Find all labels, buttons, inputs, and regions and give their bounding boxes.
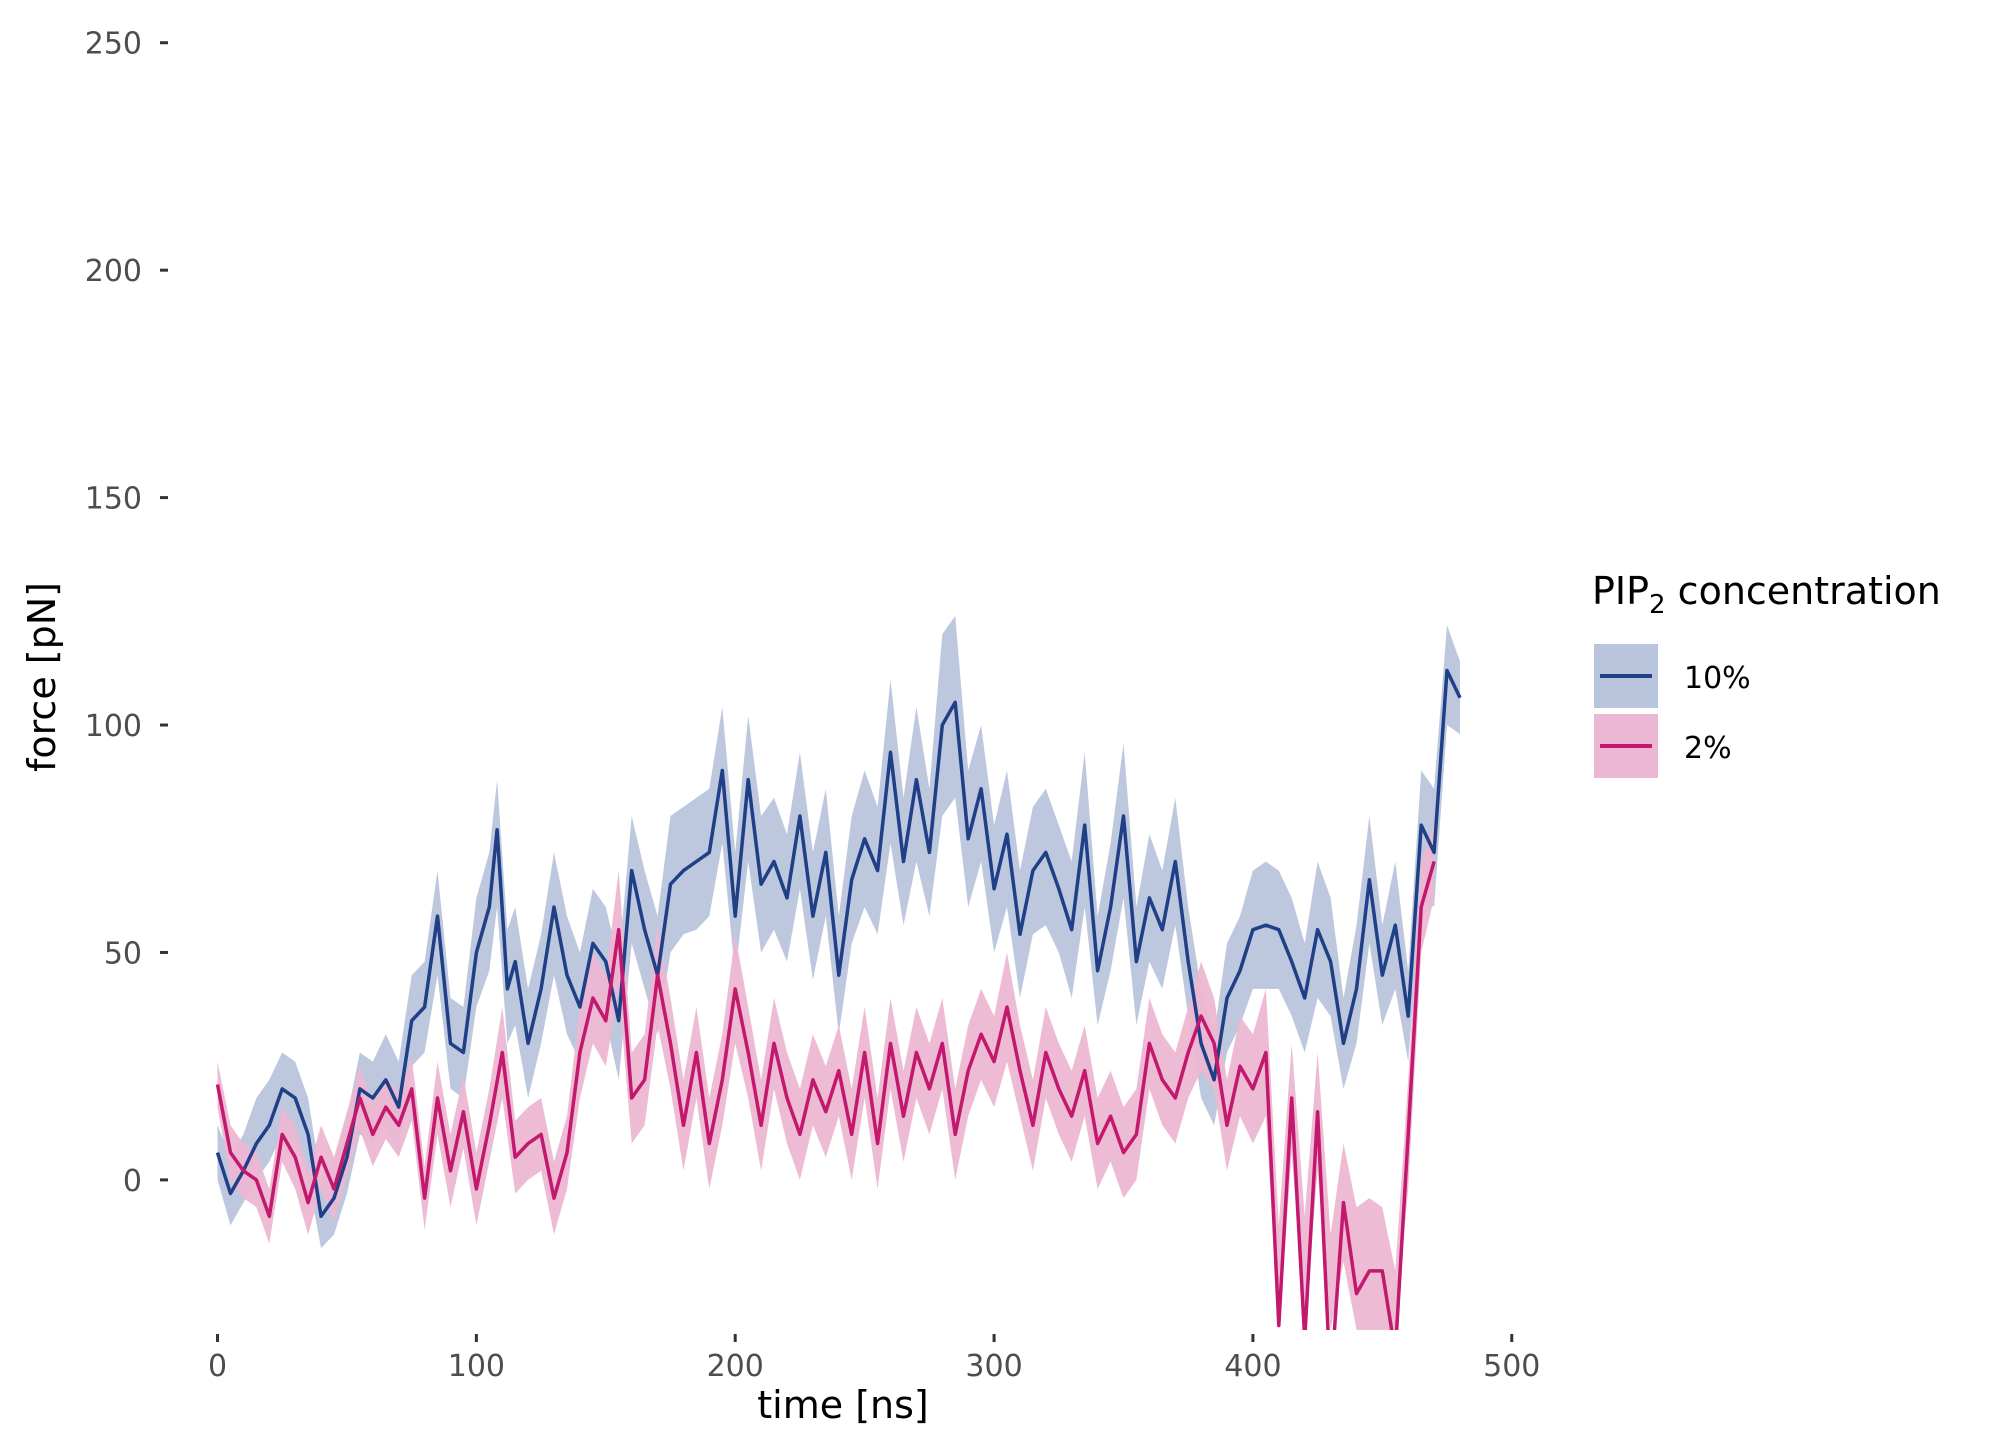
y-axis: 0 50 100 150 200 250	[85, 27, 168, 1199]
y-tick-label: 100	[85, 709, 142, 744]
y-tick-label: 0	[123, 1164, 142, 1199]
y-tick-label: 50	[104, 936, 142, 971]
x-tick-label: 300	[965, 1349, 1022, 1384]
line-10	[215, 668, 1462, 1219]
x-axis: 0 100 200 300 400 500	[208, 1334, 1540, 1384]
legend-title: PIP2 concentration	[1592, 569, 1941, 620]
legend-title-subscript: 2	[1649, 590, 1666, 620]
y-axis-title: force [pN]	[20, 582, 64, 772]
legend-label-2: 2%	[1684, 731, 1732, 766]
x-tick-label: 0	[208, 1349, 227, 1384]
line-2	[215, 861, 1436, 1330]
series-lines	[215, 668, 1462, 1330]
y-tick-label: 150	[85, 482, 142, 517]
legend-title-rest: concentration	[1666, 569, 1941, 613]
x-tick-label: 400	[1224, 1349, 1281, 1384]
legend: PIP2 concentration 10% 2%	[1592, 569, 1941, 778]
x-tick-label: 100	[448, 1349, 505, 1384]
band-10	[217, 615, 1460, 1249]
confidence-bands	[217, 615, 1460, 1330]
x-tick-label: 200	[707, 1349, 764, 1384]
x-axis-title: time [ns]	[757, 1383, 928, 1427]
y-tick-label: 250	[85, 27, 142, 62]
legend-label-10: 10%	[1684, 661, 1751, 696]
band-2	[217, 825, 1435, 1330]
legend-title-main: PIP	[1592, 569, 1649, 613]
y-tick-label: 200	[85, 254, 142, 289]
x-tick-label: 500	[1483, 1349, 1540, 1384]
